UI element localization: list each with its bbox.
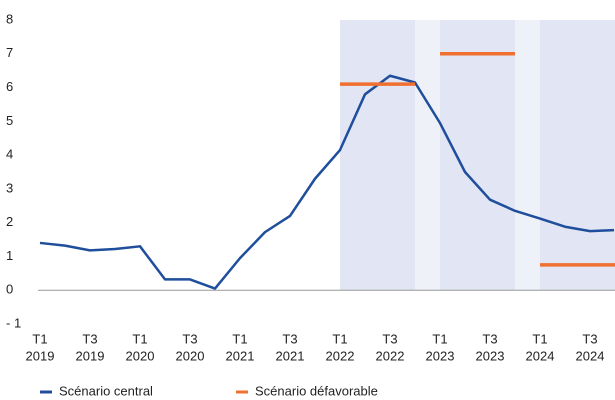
x-tick-quarter: T3	[582, 331, 597, 346]
y-tick-label: 2	[6, 214, 13, 229]
x-tick-year: 2019	[26, 348, 55, 363]
legend-label: Scénario central	[59, 383, 153, 398]
y-tick-label: 1	[6, 248, 13, 263]
y-tick-label: 6	[6, 79, 13, 94]
x-tick-quarter: T3	[182, 331, 197, 346]
x-tick-year: 2020	[126, 348, 155, 363]
x-tick-quarter: T1	[532, 331, 547, 346]
shade-band	[340, 20, 415, 291]
x-tick-quarter: T1	[132, 331, 147, 346]
x-tick-quarter: T3	[82, 331, 97, 346]
y-tick-label: 5	[6, 113, 13, 128]
y-tick-label: 7	[6, 45, 13, 60]
x-tick-year: 2024	[526, 348, 555, 363]
x-tick-quarter: T3	[482, 331, 497, 346]
x-tick-quarter: T1	[432, 331, 447, 346]
y-tick-label: 0	[6, 282, 13, 297]
y-tick-label: 3	[6, 180, 13, 195]
x-tick-year: 2022	[376, 348, 405, 363]
x-tick-year: 2022	[326, 348, 355, 363]
x-tick-year: 2021	[276, 348, 305, 363]
shade-band	[540, 20, 615, 291]
y-tick-label: 8	[6, 11, 13, 26]
x-tick-quarter: T3	[382, 331, 397, 346]
x-tick-year: 2023	[426, 348, 455, 363]
series-line	[39, 74, 615, 290]
x-tick-quarter: T1	[332, 331, 347, 346]
x-tick-year: 2023	[476, 348, 505, 363]
legend-label: Scénario défavorable	[255, 383, 378, 398]
x-tick-year: 2021	[226, 348, 255, 363]
y-tick-label: - 1	[6, 315, 21, 330]
x-tick-year: 2024	[576, 348, 605, 363]
x-tick-year: 2020	[176, 348, 205, 363]
x-tick-year: 2019	[76, 348, 105, 363]
y-tick-label: 4	[6, 147, 13, 162]
x-tick-quarter: T1	[232, 331, 247, 346]
x-tick-quarter: T1	[32, 331, 47, 346]
shade-band	[440, 20, 515, 291]
x-tick-quarter: T3	[282, 331, 297, 346]
